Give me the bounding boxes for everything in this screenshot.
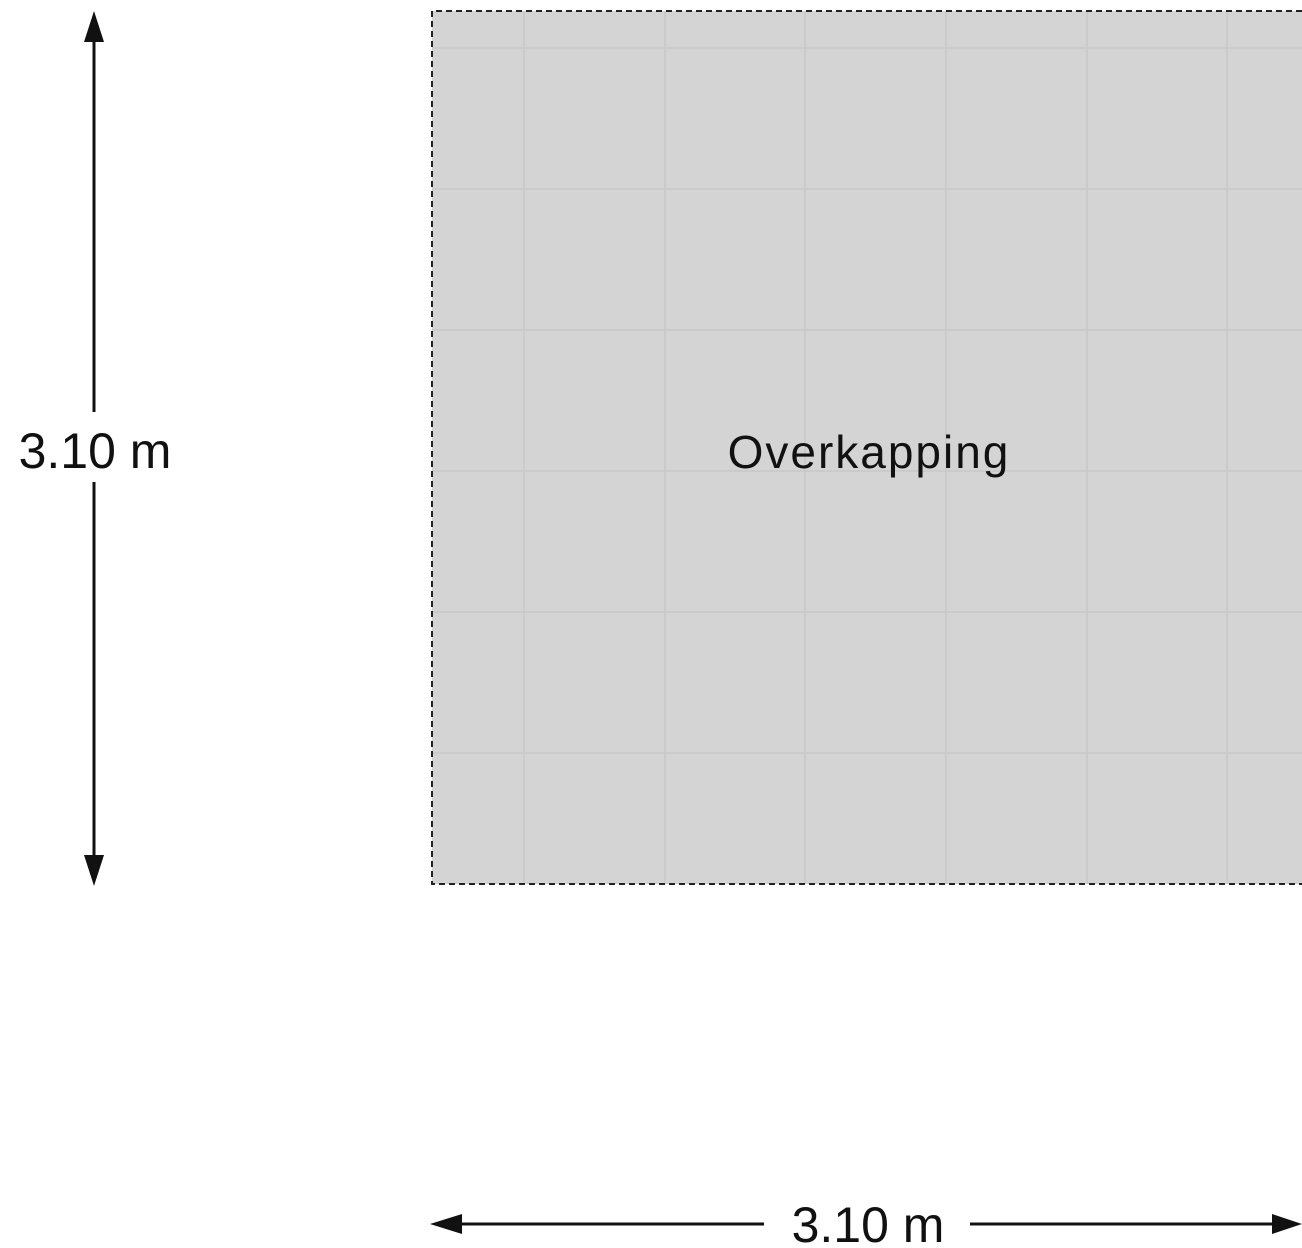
vertical-dimension-label: 3.10 m: [19, 423, 172, 479]
vertical-dimension: 3.10 m: [19, 11, 172, 886]
arrow-up-icon: [84, 11, 104, 42]
arrow-right-icon: [1272, 1214, 1302, 1234]
floor-tiles: [432, 11, 1302, 884]
room-label: Overkapping: [728, 426, 1011, 478]
room-overkapping: Overkapping: [431, 10, 1302, 885]
room-outline: [431, 10, 1302, 885]
horizontal-dimension: 3.10 m: [430, 1197, 1302, 1248]
room-floor: [432, 11, 1302, 884]
arrow-down-icon: [84, 855, 104, 886]
horizontal-dimension-label: 3.10 m: [792, 1197, 945, 1248]
arrow-left-icon: [430, 1214, 462, 1234]
